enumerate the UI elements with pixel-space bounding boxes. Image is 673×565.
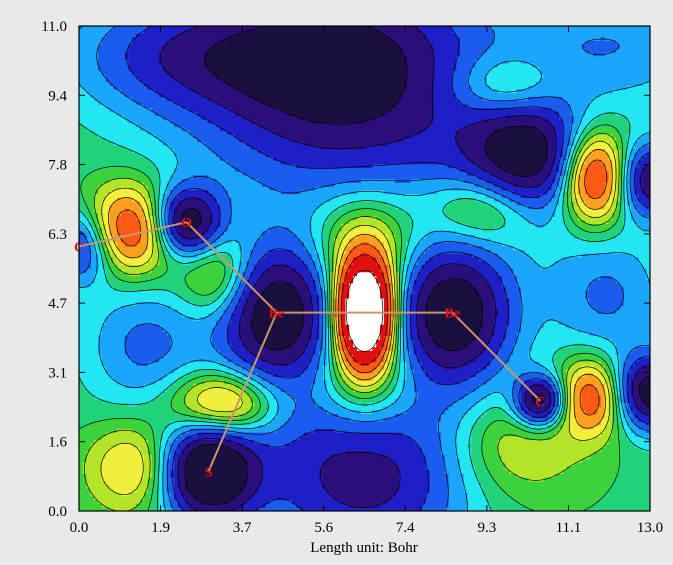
x-tick-label: 7.4 bbox=[396, 520, 415, 536]
contour-fill-region bbox=[124, 26, 650, 511]
x-tick-label: 0.0 bbox=[70, 520, 89, 536]
contour-fill-region bbox=[158, 26, 650, 511]
bond-lines bbox=[78, 221, 541, 472]
y-tick-label: 0.0 bbox=[48, 504, 67, 520]
y-tick-label: 6.3 bbox=[48, 227, 67, 243]
axis-ticks: 0.0 1.9 3.7 5.6 7.4 9.3 11.1 13.0 0.0 1.6 3.1 4.7 6.… bbox=[41, 19, 663, 536]
bond-line bbox=[185, 221, 278, 314]
x-tick-label: 3.7 bbox=[233, 520, 252, 536]
x-tick-label: 1.9 bbox=[151, 520, 170, 536]
contour-fill-region bbox=[79, 26, 650, 511]
x-tick-label: 5.6 bbox=[314, 520, 333, 536]
y-tick-label: 9.4 bbox=[48, 88, 67, 104]
plot-frame bbox=[78, 25, 651, 512]
bond-line bbox=[78, 221, 187, 248]
x-tick-label: 11.1 bbox=[556, 520, 582, 536]
contour-fill-region bbox=[82, 134, 620, 511]
contour-fill-region bbox=[79, 126, 624, 511]
y-tick-label: 1.6 bbox=[48, 435, 67, 451]
atom-label: Be bbox=[445, 307, 461, 322]
y-tick-label: 7.8 bbox=[48, 158, 67, 174]
y-tick-label: 4.7 bbox=[48, 296, 67, 312]
atom-label: S bbox=[205, 465, 213, 480]
x-tick-label: 9.3 bbox=[477, 520, 496, 536]
atom-label: C bbox=[535, 395, 545, 410]
contour-fill-region bbox=[181, 26, 650, 504]
atom-label: Be bbox=[269, 307, 285, 322]
contour-lines bbox=[79, 26, 650, 511]
bond-line bbox=[207, 312, 278, 472]
contour-fill-region bbox=[79, 59, 650, 511]
contour-fill-region bbox=[345, 272, 384, 351]
bond-line bbox=[451, 311, 541, 402]
contour-fill-region bbox=[79, 26, 650, 511]
atom-label: O bbox=[181, 216, 192, 231]
y-tick-label: 11.0 bbox=[41, 19, 67, 35]
contour-fill-region bbox=[101, 141, 617, 497]
x-axis-label: Length unit: Bohr bbox=[310, 540, 418, 556]
y-tick-label: 3.1 bbox=[48, 365, 67, 381]
x-tick-label: 13.0 bbox=[637, 520, 663, 536]
contour-plot-area bbox=[79, 26, 650, 511]
